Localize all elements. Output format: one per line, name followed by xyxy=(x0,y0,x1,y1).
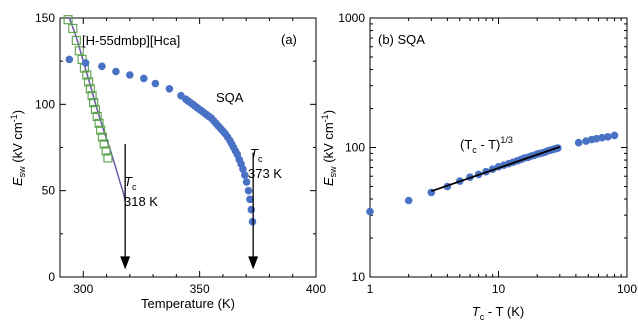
compound-data-point xyxy=(68,23,78,33)
sqa-data-point xyxy=(151,79,160,88)
sqa-data-point xyxy=(239,165,247,173)
y-tick-label: 50 xyxy=(42,184,56,198)
tc-318-value: 318 K xyxy=(124,194,158,209)
sqa-data-point xyxy=(248,217,257,226)
x-tick-label: 400 xyxy=(306,282,326,296)
compound-data-point xyxy=(103,153,113,163)
x-tick-label: 300 xyxy=(73,282,93,296)
sqa-data-point xyxy=(604,133,612,141)
panel-b-y-axis-label: Esw (kV cm-1) xyxy=(320,110,338,186)
compound-data-point xyxy=(71,35,81,45)
compound-data-point xyxy=(99,139,109,149)
sqa-data-point xyxy=(574,138,583,147)
compound-data-point xyxy=(85,84,95,94)
sqa-data-point xyxy=(241,171,249,179)
compound-data-point xyxy=(74,46,84,56)
panel-a-y-axis-label: Esw (kV cm-1) xyxy=(9,110,27,186)
panel-a: 300 350 400 0 50 100 150 (a) [H-55dmbp][Hca] S… xyxy=(9,11,326,311)
panel-b-x-axis-label: Tc - T (K) xyxy=(472,304,524,320)
sqa-data-point xyxy=(112,67,120,76)
sqa-data-point xyxy=(244,186,253,195)
compound-data-point xyxy=(63,15,73,25)
y-tick-label: 1000 xyxy=(338,11,365,25)
compound-data-point xyxy=(96,125,106,135)
y-tick-label: 100 xyxy=(35,97,55,111)
panel-a-label: (a) xyxy=(281,32,297,47)
x-tick-label: 10 xyxy=(492,282,506,296)
sqa-data-point xyxy=(65,55,74,64)
y-tick-label: 100 xyxy=(345,141,365,155)
sqa-data-point xyxy=(98,62,106,71)
sqa-data-point xyxy=(140,74,148,83)
x-tick-label: 350 xyxy=(190,282,210,296)
tc-373-label: Tc xyxy=(250,146,263,164)
panel-b-label: (b) SQA xyxy=(378,32,425,47)
y-tick-label: 150 xyxy=(35,11,55,25)
power-law-fit-line xyxy=(431,146,561,193)
sqa-data-point xyxy=(404,196,413,205)
tc-373-value: 373 K xyxy=(248,166,282,181)
tc-arrow-head xyxy=(120,256,131,270)
x-tick-label: 100 xyxy=(617,282,637,296)
compound-data-point xyxy=(84,77,94,87)
panel-a-frame xyxy=(59,17,317,278)
tc-arrow-head xyxy=(248,256,259,270)
compound-data-point xyxy=(89,98,99,108)
panel-a-ticks: 300 350 400 0 50 100 150 xyxy=(35,11,326,296)
compound-data-point xyxy=(87,91,97,101)
sqa-data-point xyxy=(126,71,134,79)
compound-data-point xyxy=(92,111,102,121)
compound-data-point xyxy=(82,70,92,80)
sqa-annotation: SQA xyxy=(216,90,244,105)
panel-a-x-axis-label: Temperature (K) xyxy=(141,296,235,311)
sqa-data-point xyxy=(610,131,619,140)
sqa-data-point xyxy=(598,133,606,142)
compound-data-point xyxy=(90,104,100,115)
sqa-data-point xyxy=(81,59,90,67)
y-tick-label: 10 xyxy=(352,270,366,284)
compound-data-point xyxy=(94,118,104,128)
x-tick-label: 1 xyxy=(367,282,374,296)
tc-318-label: Tc xyxy=(124,174,137,192)
sqa-data-point xyxy=(242,178,251,186)
sqa-data-point xyxy=(246,195,254,204)
sqa-data-point xyxy=(366,207,374,216)
compound-data-point xyxy=(101,146,111,156)
y-tick-label: 0 xyxy=(48,270,55,284)
tc-arrows xyxy=(120,144,259,270)
power-law-annotation: (Tc - T)1/3 xyxy=(460,135,513,155)
sqa-data-point xyxy=(247,205,256,214)
compound-legend-label: [H-55dmbp][Hca] xyxy=(82,33,180,48)
sqa-data-point xyxy=(165,85,174,93)
compound-data-point xyxy=(97,132,107,142)
